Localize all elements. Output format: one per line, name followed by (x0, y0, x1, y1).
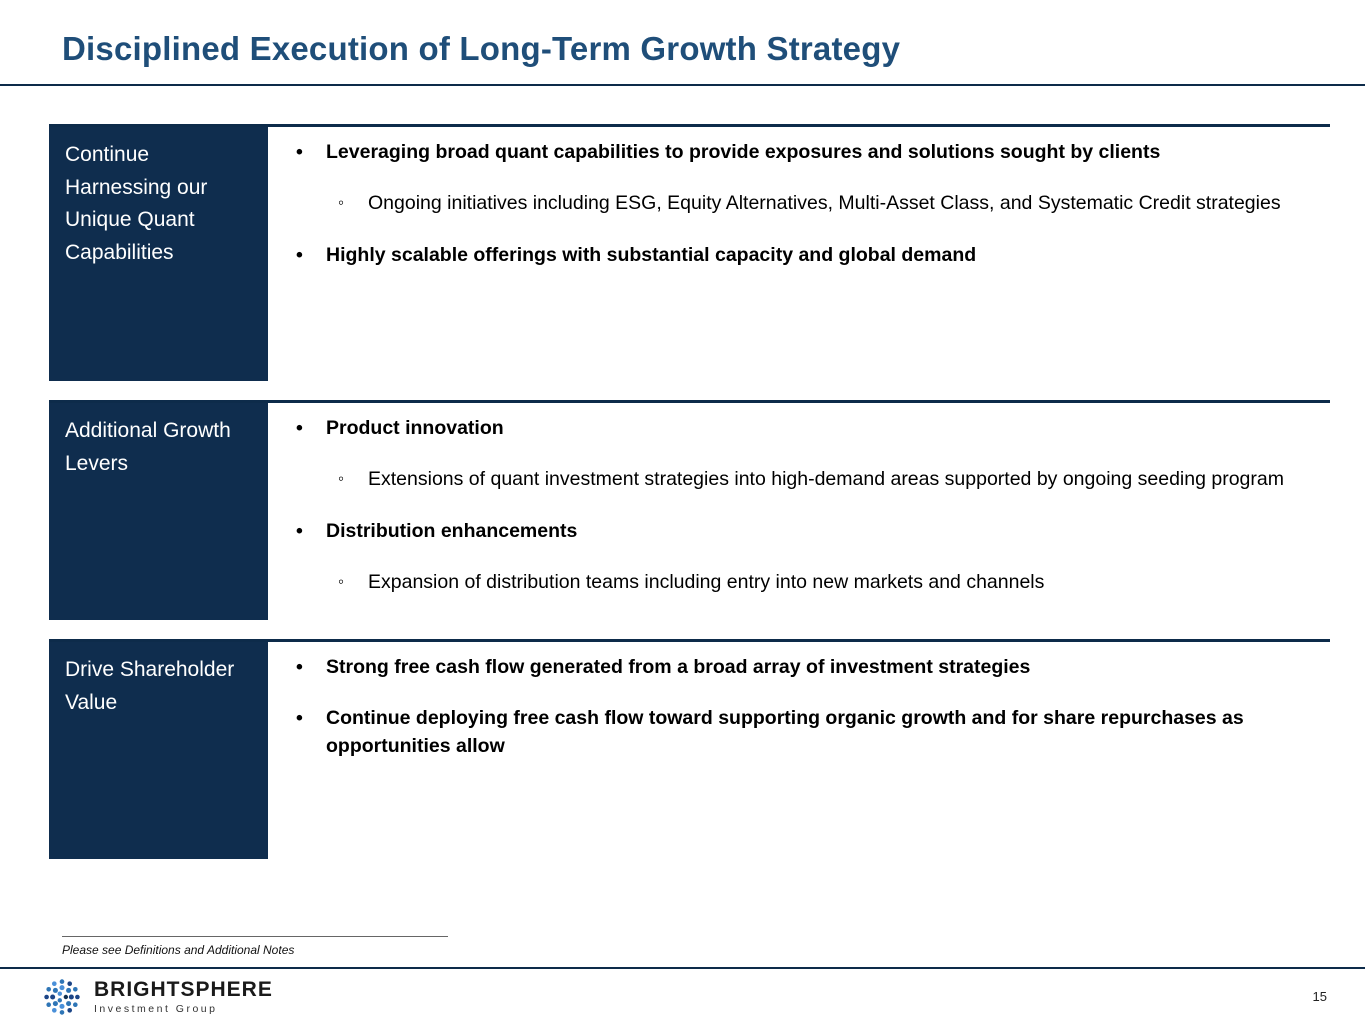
bullet-marker: • (296, 243, 303, 266)
bullet-text: Distribution enhancements (326, 519, 578, 542)
page-number: 15 (1312, 989, 1327, 1004)
sub-bullet-text: Ongoing initiatives including ESG, Equit… (368, 192, 1281, 215)
sub-bullet-item: ◦ Expansion of distribution teams includ… (338, 569, 1320, 596)
sections-container: Continue Harnessing our Unique Quant Cap… (49, 124, 1330, 860)
section-quant-capabilities: Continue Harnessing our Unique Quant Cap… (49, 124, 1330, 381)
section-label: Additional Growth Levers (49, 403, 268, 620)
bullet-text: Leveraging broad quant capabilities to p… (326, 141, 1161, 163)
bullet-item: • Product innovation (296, 415, 1320, 442)
section-content: • Strong free cash flow generated from a… (268, 642, 1330, 859)
sub-bullet-item: ◦ Extensions of quant investment strateg… (338, 466, 1320, 493)
bullet-marker: • (296, 707, 303, 730)
title-block: Disciplined Execution of Long-Term Growt… (0, 0, 1365, 68)
bullet-marker: • (296, 141, 303, 163)
bullet-text: Strong free cash flow generated from a b… (326, 656, 1031, 679)
bullet-text: Continue deploying free cash flow toward… (326, 707, 1244, 757)
brand-name: BRIGHTSPHERE (94, 977, 273, 1001)
bullet-item: • Continue deploying free cash flow towa… (296, 705, 1320, 760)
section-content: • Product innovation ◦ Extensions of qua… (268, 403, 1330, 620)
brand-block: BRIGHTSPHERE Investment Group (40, 975, 273, 1019)
bullet-item: • Strong free cash flow generated from a… (296, 654, 1320, 681)
sub-bullet-marker: ◦ (338, 469, 345, 489)
brand-subtitle: Investment Group (94, 1003, 218, 1016)
footnote-text: Please see Definitions and Additional No… (62, 943, 295, 957)
brightsphere-starburst-logo-icon (44, 978, 80, 1015)
sub-bullet-marker: ◦ (338, 193, 345, 213)
bullet-item: • Leveraging broad quant capabilities to… (296, 139, 1320, 166)
section-shareholder-value: Drive Shareholder Value • Strong free ca… (49, 639, 1330, 860)
sub-bullet-text: Expansion of distribution teams includin… (368, 570, 1045, 593)
section-growth-levers: Additional Growth Levers • Product innov… (49, 400, 1330, 620)
section-content: • Leveraging broad quant capabilities to… (268, 127, 1330, 381)
section-label: Continue Harnessing our Unique Quant Cap… (49, 127, 268, 381)
bullet-marker: • (296, 519, 303, 542)
bullet-marker: • (296, 417, 303, 439)
bullet-marker: • (296, 656, 303, 679)
footer: BRIGHTSPHERE Investment Group 15 (0, 967, 1365, 1024)
page-title: Disciplined Execution of Long-Term Growt… (62, 30, 901, 67)
sub-bullet-marker: ◦ (338, 571, 345, 591)
sub-bullet-item: ◦ Ongoing initiatives including ESG, Equ… (338, 190, 1320, 217)
bullet-text: Product innovation (326, 417, 504, 439)
brand-text: BRIGHTSPHERE Investment Group (94, 978, 273, 1015)
bullet-item: • Distribution enhancements (296, 518, 1320, 545)
title-divider (0, 84, 1365, 86)
section-label: Drive Shareholder Value (49, 642, 268, 860)
bullet-text: Highly scalable offerings with substanti… (326, 243, 977, 266)
sub-bullet-text: Extensions of quant investment strategie… (368, 468, 1284, 491)
footnote-block: Please see Definitions and Additional No… (62, 936, 448, 959)
bullet-item: • Highly scalable offerings with substan… (296, 242, 1320, 269)
